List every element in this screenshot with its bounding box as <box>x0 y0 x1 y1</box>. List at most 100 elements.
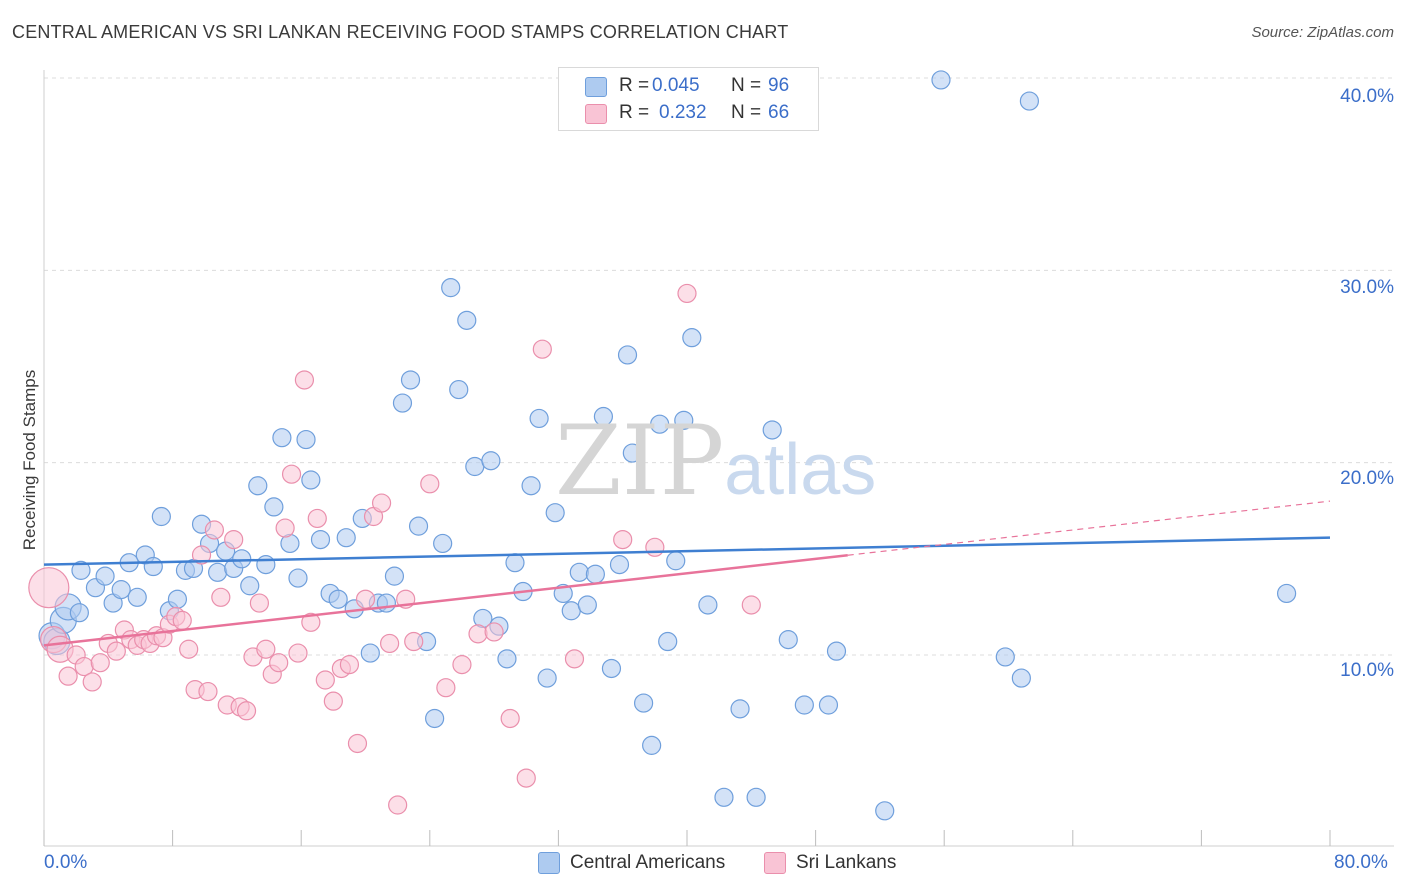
blue-point <box>400 370 421 390</box>
pink-point <box>307 508 327 529</box>
blue-point <box>143 556 163 577</box>
pink-point <box>645 537 665 557</box>
pink-point <box>741 595 761 615</box>
pink-point <box>452 655 472 675</box>
legend-r-label: R = <box>619 102 650 123</box>
blue-point <box>818 695 839 715</box>
y-tick-label-10: 10.0% <box>1340 660 1394 681</box>
blue-point <box>384 566 405 586</box>
correlation-legend: R = 0.045 N = 96 R = 0.232 N = 66 <box>558 67 819 131</box>
blue-point <box>569 562 589 582</box>
legend-label: Central Americans <box>570 852 726 873</box>
pink-point <box>28 567 70 609</box>
blue-point <box>730 699 750 719</box>
blue-point <box>762 420 782 440</box>
blue-point <box>875 801 895 821</box>
blue-point <box>682 328 702 348</box>
blue-point <box>561 601 581 621</box>
pink-point <box>404 631 424 652</box>
blue-point <box>264 497 284 517</box>
pink-point <box>315 670 335 690</box>
pink-point <box>211 587 231 607</box>
y-tick-label-40: 40.0% <box>1340 86 1394 107</box>
blue-point <box>69 603 89 623</box>
pink-point <box>323 691 343 711</box>
pink-point <box>436 678 456 698</box>
blue-point <box>794 695 814 715</box>
blue-point <box>408 516 429 536</box>
blue-point <box>617 345 638 365</box>
blue-point <box>425 708 445 729</box>
pink-point <box>106 641 126 661</box>
blue-point <box>778 630 798 650</box>
blue-point <box>746 787 766 807</box>
pink-point <box>484 622 504 642</box>
legend-r-value: 0.232 <box>659 102 707 123</box>
blue-point <box>622 443 642 463</box>
blue-point <box>529 408 549 429</box>
y-tick-label-20: 20.0% <box>1340 468 1394 489</box>
pink-point <box>90 653 110 673</box>
blue-point <box>995 647 1015 667</box>
x-tick-label-max: 80.0% <box>1334 852 1388 873</box>
blue-point <box>167 589 188 609</box>
chart-source: Source: ZipAtlas.com <box>1251 24 1394 41</box>
blue-point <box>441 278 461 298</box>
blue-point <box>505 553 525 573</box>
legend-n-value: 66 <box>768 102 790 123</box>
pink-point <box>613 529 633 550</box>
trend-line-central-americans <box>43 536 1331 566</box>
pink-point <box>249 593 270 613</box>
blue-point <box>208 562 228 582</box>
blue-point <box>537 668 557 688</box>
blue-point <box>650 414 670 434</box>
blue-point <box>433 533 453 554</box>
blue-point <box>301 470 321 490</box>
pink-point <box>191 545 212 565</box>
legend-item-sri-lankans[interactable]: Sri Lankans <box>764 852 896 874</box>
pink-point <box>204 520 224 540</box>
pink-point <box>179 639 199 659</box>
pink-point <box>355 589 376 609</box>
blue-point <box>601 658 622 679</box>
pink-point <box>380 633 400 654</box>
blue-point <box>593 406 614 427</box>
pink-point <box>420 474 440 494</box>
pink-point <box>564 649 585 669</box>
blue-point <box>256 555 276 575</box>
blue-point <box>481 451 501 471</box>
pink-point <box>388 795 408 815</box>
blue-point <box>714 787 734 807</box>
blue-point <box>666 551 686 571</box>
blue-point <box>609 555 630 575</box>
blue-point <box>336 528 356 548</box>
blue-point <box>674 410 694 430</box>
pink-point <box>172 610 192 630</box>
pink-point <box>256 639 276 659</box>
blue-point <box>642 735 662 755</box>
pink-point <box>281 464 302 484</box>
pink-point <box>198 681 218 702</box>
axes <box>43 70 1394 847</box>
legend-r-label: R = <box>619 75 650 96</box>
trend-line-sri-lankans <box>43 553 848 647</box>
blue-point <box>585 564 605 584</box>
blue-point <box>95 566 115 586</box>
pink-point <box>347 733 368 754</box>
pink-point <box>371 493 392 513</box>
blue-point <box>826 641 847 661</box>
trend-lines <box>43 500 1331 647</box>
x-tick-label-min: 0.0% <box>44 852 88 873</box>
legend-n-label: N = <box>731 102 762 123</box>
y-tick-label-30: 30.0% <box>1340 277 1394 298</box>
blue-point <box>360 643 380 663</box>
legend-item-central-americans[interactable]: Central Americans <box>538 852 725 874</box>
blue-point <box>392 393 413 413</box>
pink-point <box>339 655 360 675</box>
blue-point <box>111 580 131 600</box>
blue-point <box>457 310 477 330</box>
blue-point <box>248 476 268 496</box>
blue-point <box>127 587 147 607</box>
blue-point <box>633 693 654 713</box>
